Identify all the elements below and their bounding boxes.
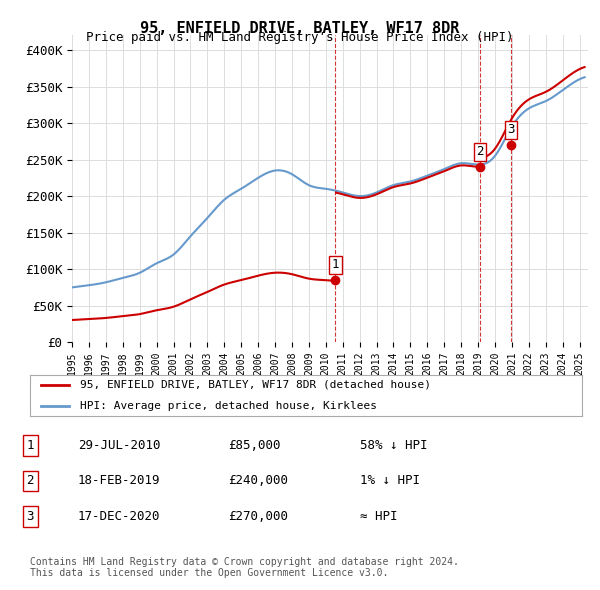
Text: £85,000: £85,000 [228,439,281,452]
Text: £240,000: £240,000 [228,474,288,487]
Text: 95, ENFIELD DRIVE, BATLEY, WF17 8DR: 95, ENFIELD DRIVE, BATLEY, WF17 8DR [140,21,460,35]
Text: 17-DEC-2020: 17-DEC-2020 [78,510,161,523]
Text: 2: 2 [26,474,34,487]
Text: HPI: Average price, detached house, Kirklees: HPI: Average price, detached house, Kirk… [80,401,377,411]
Text: 2: 2 [476,145,484,158]
Text: Contains HM Land Registry data © Crown copyright and database right 2024.
This d: Contains HM Land Registry data © Crown c… [30,556,459,578]
Text: 95, ENFIELD DRIVE, BATLEY, WF17 8DR (detached house): 95, ENFIELD DRIVE, BATLEY, WF17 8DR (det… [80,380,431,390]
Text: 1: 1 [332,258,339,271]
Text: 3: 3 [508,123,515,136]
Text: Price paid vs. HM Land Registry's House Price Index (HPI): Price paid vs. HM Land Registry's House … [86,31,514,44]
Text: 3: 3 [26,510,34,523]
Text: 29-JUL-2010: 29-JUL-2010 [78,439,161,452]
Text: ≈ HPI: ≈ HPI [360,510,398,523]
Text: £270,000: £270,000 [228,510,288,523]
Text: 1: 1 [26,439,34,452]
Text: 58% ↓ HPI: 58% ↓ HPI [360,439,427,452]
Text: 1% ↓ HPI: 1% ↓ HPI [360,474,420,487]
Text: 18-FEB-2019: 18-FEB-2019 [78,474,161,487]
